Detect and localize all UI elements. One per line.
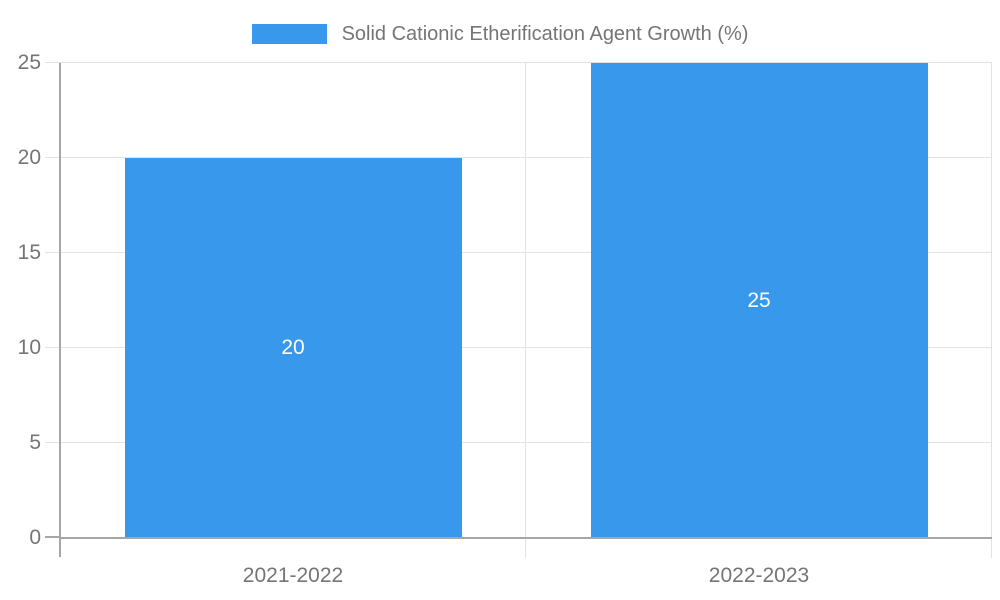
legend-label: Solid Cationic Etherification Agent Grow… — [341, 22, 749, 45]
y-gridline — [60, 442, 992, 443]
y-tick-label: 5 — [29, 431, 41, 454]
y-tick-label: 15 — [17, 241, 41, 264]
y-tick-label: 10 — [17, 336, 41, 359]
y-tick-label: 25 — [17, 51, 41, 74]
y-gridline — [60, 62, 992, 63]
y-tick-label: 0 — [29, 526, 41, 549]
category-gridline — [991, 63, 992, 558]
bar[interactable] — [591, 63, 928, 538]
y-tick — [45, 347, 60, 348]
y-gridline — [60, 347, 992, 348]
y-axis-line — [59, 63, 61, 557]
chart-legend[interactable]: Solid Cationic Etherification Agent Grow… — [0, 21, 1000, 47]
y-gridline — [60, 252, 992, 253]
x-axis-line — [60, 537, 992, 539]
x-category-label: 2021-2022 — [242, 564, 344, 587]
legend-swatch — [251, 24, 327, 44]
y-tick-label: 20 — [17, 146, 41, 169]
y-tick — [45, 442, 60, 443]
category-gridline — [525, 63, 526, 558]
x-category-label: 2022-2023 — [708, 564, 810, 587]
y-tick — [45, 252, 60, 253]
bar-value-label: 20 — [281, 336, 305, 359]
y-tick — [45, 62, 60, 63]
y-gridline — [60, 157, 992, 158]
bar[interactable] — [125, 158, 462, 538]
bar-value-label: 25 — [747, 289, 771, 312]
y-tick — [45, 157, 60, 158]
y-tick — [45, 536, 60, 538]
